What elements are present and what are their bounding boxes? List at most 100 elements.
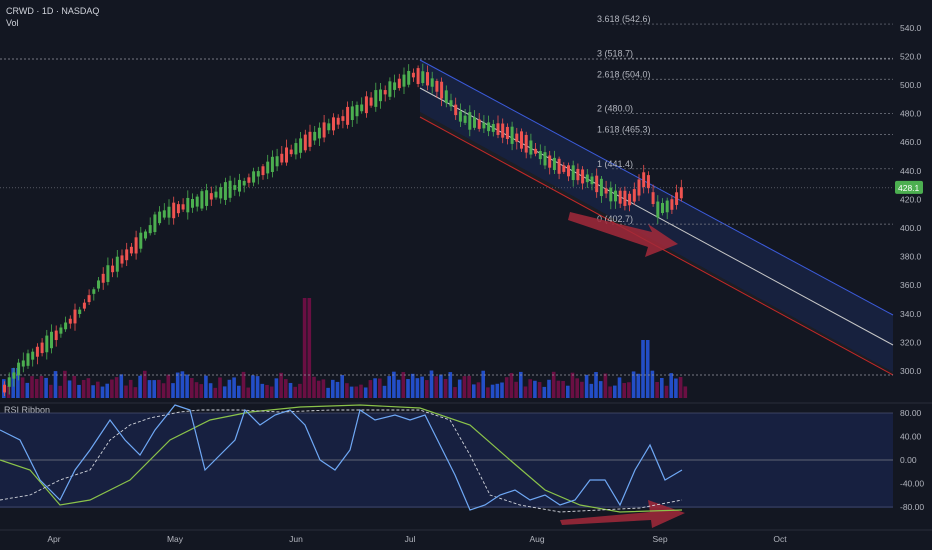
volume-bar	[6, 385, 11, 398]
volume-bar	[617, 377, 622, 398]
candle-body	[45, 335, 49, 353]
candle-body	[543, 152, 547, 166]
volume-bar	[166, 374, 171, 398]
volume-bar	[504, 377, 509, 398]
volume-bar	[204, 375, 208, 398]
rsi-slow-line	[0, 404, 683, 513]
volume-bar	[500, 382, 504, 398]
volume-bar	[533, 380, 537, 398]
candle-body	[228, 180, 232, 198]
volume-bar	[373, 378, 377, 398]
rsi-fast-line	[0, 404, 683, 511]
rsi-tick-label: 80.00	[900, 408, 922, 418]
rsi-ribbon-label: RSI Ribbon	[4, 405, 51, 415]
candle-body	[233, 185, 237, 190]
candle-body	[144, 231, 147, 239]
candle-body	[510, 126, 514, 144]
candle-body	[529, 140, 533, 155]
volume-bar	[589, 383, 594, 398]
candle-body	[7, 377, 11, 387]
volume-bar	[298, 383, 302, 398]
volume-bar	[321, 379, 326, 398]
volume-bar	[16, 368, 20, 398]
volume-bar	[410, 373, 415, 398]
candle-body	[106, 265, 110, 282]
candle-body	[181, 204, 185, 210]
time-tick-label: Aug	[529, 534, 544, 544]
volume-bar	[570, 372, 575, 398]
volume-bar	[77, 384, 81, 398]
candle-body	[355, 104, 359, 117]
candle-body	[538, 150, 542, 160]
volume-bar	[669, 373, 673, 398]
candle-body	[280, 153, 284, 163]
candle-body	[364, 96, 368, 114]
fib-level-label: 3 (518.7)	[597, 48, 633, 58]
candle-body	[3, 384, 6, 393]
candle-body	[317, 127, 321, 139]
volume-bar	[655, 381, 659, 398]
candle-body	[148, 225, 152, 234]
volume-bar	[316, 380, 321, 398]
volume-bar	[481, 370, 485, 398]
candle-body	[679, 187, 683, 199]
candle-body	[487, 122, 491, 132]
volume-bar	[340, 375, 344, 398]
candle-body	[59, 327, 63, 334]
volume-bar	[58, 385, 62, 398]
candle-body	[374, 90, 378, 107]
volume-bar	[519, 371, 523, 398]
candle-body	[64, 322, 68, 330]
candle-body	[407, 70, 411, 85]
candle-body	[200, 191, 204, 209]
candle-body	[449, 100, 453, 107]
volume-bar	[631, 371, 636, 398]
volume-bar	[119, 374, 124, 398]
rsi-tick-label: 0.00	[900, 455, 917, 465]
candle-body	[35, 346, 39, 357]
volume-bar	[645, 340, 650, 398]
candle-body	[336, 117, 340, 125]
candle-body	[214, 191, 218, 198]
candle-body	[50, 331, 53, 349]
candle-body	[557, 158, 561, 174]
volume-bar	[660, 377, 664, 398]
volume-bar	[171, 383, 175, 398]
volume-bar	[260, 383, 265, 398]
volume-bar	[96, 381, 100, 398]
fib-level-label: 1.618 (465.3)	[597, 125, 651, 135]
candle-body	[515, 133, 519, 142]
volume-bar	[598, 381, 603, 398]
time-tick-label: Oct	[773, 534, 787, 544]
candle-body	[327, 123, 331, 131]
volume-bar	[185, 374, 189, 398]
candle-body	[562, 165, 566, 172]
candle-body	[176, 204, 180, 214]
volume-bar	[537, 382, 542, 398]
candle-body	[637, 179, 641, 196]
candle-body	[675, 192, 679, 205]
volume-bar	[613, 385, 617, 398]
candle-body	[266, 161, 270, 174]
volume-bar	[584, 374, 589, 398]
trend-arrow-rsi	[560, 500, 685, 528]
candle-body	[628, 193, 632, 206]
candle-body	[468, 112, 472, 130]
volume-bar	[246, 387, 250, 398]
candle-body	[191, 199, 194, 208]
candle-body	[129, 246, 133, 254]
volume-bar	[11, 368, 15, 398]
volume-bar	[133, 387, 138, 398]
volume-bar	[580, 381, 584, 398]
candle-body	[252, 171, 256, 183]
candle-body	[430, 78, 434, 87]
candle-body	[670, 199, 674, 210]
volume-bar	[39, 375, 44, 398]
volume-bar	[472, 384, 476, 398]
volume-bar	[30, 376, 34, 398]
candle-body	[482, 122, 486, 129]
candle-body	[125, 249, 129, 261]
volume-bar	[147, 380, 152, 398]
candle-body	[21, 360, 25, 367]
